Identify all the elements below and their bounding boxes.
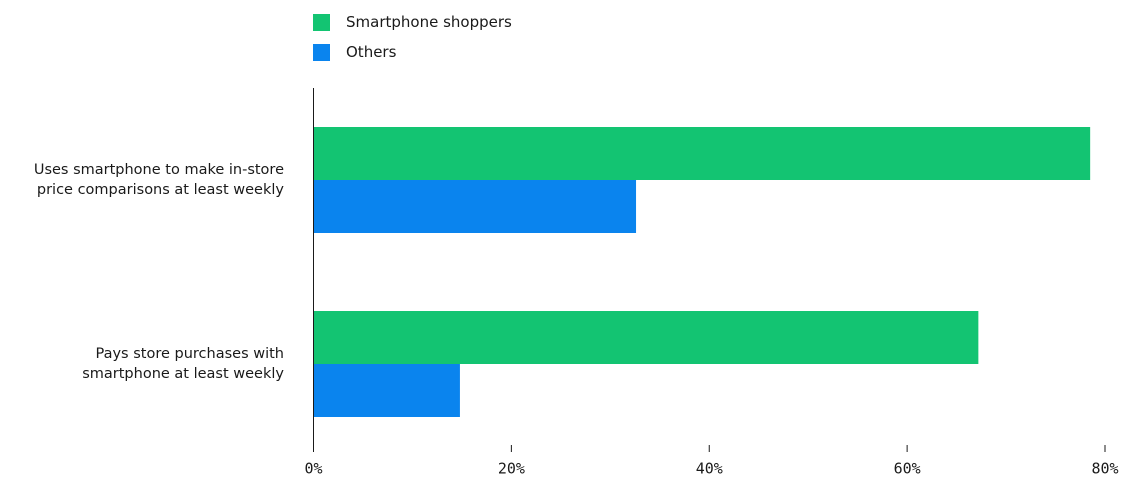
x-tick-label-0: 0% [304, 460, 322, 478]
x-tick-label-3: 60% [894, 460, 921, 478]
legend-label-others: Others [346, 43, 397, 61]
bar-smartphone-shoppers-1 [313, 311, 979, 364]
category-label-1-line-0: Pays store purchases with [96, 346, 285, 362]
legend-label-smartphone-shoppers: Smartphone shoppers [346, 13, 512, 31]
category-label-0-line-1: price comparisons at least weekly [37, 182, 285, 198]
legend-swatch-smartphone-shoppers [313, 13, 330, 31]
x-tick-label-4: 80% [1091, 460, 1118, 478]
x-tick-label-1: 20% [498, 460, 525, 478]
legend-item-others: Others [313, 42, 512, 62]
chart-legend: Smartphone shoppers Others [313, 12, 512, 72]
x-tick-label-2: 40% [696, 460, 723, 478]
bar-smartphone-shoppers-0 [313, 127, 1091, 180]
bar-others-1 [313, 364, 460, 417]
legend-item-smartphone-shoppers: Smartphone shoppers [313, 12, 512, 32]
bar-others-0 [313, 180, 637, 233]
category-label-1-line-1: smartphone at least weekly [82, 366, 284, 382]
legend-swatch-others [313, 43, 330, 61]
category-label-0-line-0: Uses smartphone to make in-store [34, 162, 284, 178]
